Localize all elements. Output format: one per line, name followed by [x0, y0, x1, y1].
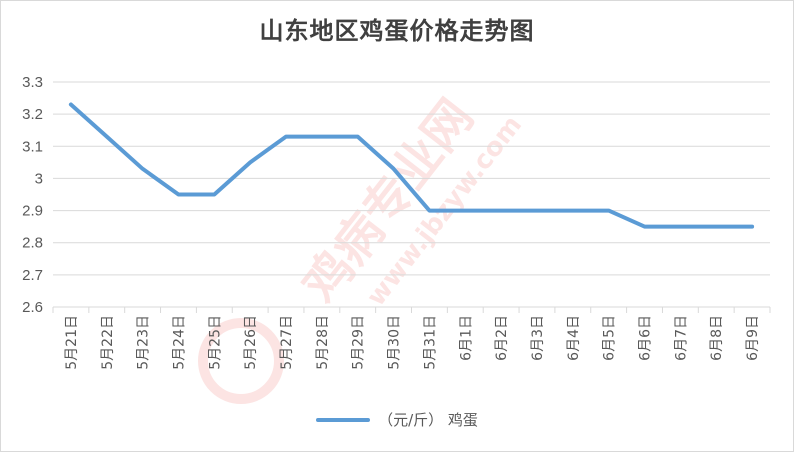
x-axis-ticks: 5月21日 5月22日 5月23日 5月24日 5月25日 5月26日 5月27日 5月28日… [64, 315, 761, 370]
x-tick-label: 6月1日 [458, 315, 474, 361]
legend: （元/斤） 鸡蛋 [1, 409, 793, 430]
chart-title: 山东地区鸡蛋价格走势图 [259, 16, 535, 45]
x-tick-label: 5月30日 [387, 315, 403, 370]
x-tick-label: 6月2日 [494, 315, 510, 361]
y-tick-label: 2.7 [22, 267, 43, 284]
x-tick-label: 5月21日 [64, 315, 80, 370]
y-tick-label: 3 [35, 170, 43, 187]
x-tick-label: 6月8日 [709, 315, 725, 361]
watermark-logo [198, 318, 284, 404]
x-tick-label: 5月27日 [279, 315, 295, 370]
y-tick-label: 3.2 [22, 106, 43, 123]
series-layer [68, 102, 755, 229]
x-tick-label: 5月25日 [207, 315, 223, 370]
x-tick-label: 5月31日 [422, 315, 438, 370]
x-tick-label: 6月6日 [638, 315, 654, 361]
x-tick-label: 6月4日 [566, 315, 582, 361]
x-tick-label: 5月26日 [243, 315, 259, 370]
x-tick-label: 5月22日 [100, 315, 116, 370]
legend-swatch [316, 417, 371, 422]
y-tick-label: 2.9 [22, 203, 43, 220]
x-tick-label: 5月28日 [315, 315, 331, 370]
series-line [68, 102, 755, 229]
x-tick-label: 6月5日 [602, 315, 618, 361]
y-axis-ticks: 2.6 2.7 2.8 2.9 3 3.1 3.2 3.3 [22, 74, 43, 316]
x-tick-label: 5月24日 [171, 315, 187, 370]
x-tick-label: 5月23日 [136, 315, 152, 370]
legend-label: （元/斤） 鸡蛋 [378, 411, 478, 429]
y-tick-label: 2.6 [22, 299, 43, 316]
gridlines [52, 81, 771, 313]
x-tick-label: 6月3日 [530, 315, 546, 361]
x-tick-label: 6月7日 [673, 315, 689, 361]
y-tick-label: 3.3 [22, 74, 43, 91]
y-tick-label: 3.1 [22, 138, 43, 155]
x-tick-label: 5月29日 [351, 315, 367, 370]
y-tick-label: 2.8 [22, 235, 43, 252]
x-tick-label: 6月9日 [745, 315, 761, 361]
